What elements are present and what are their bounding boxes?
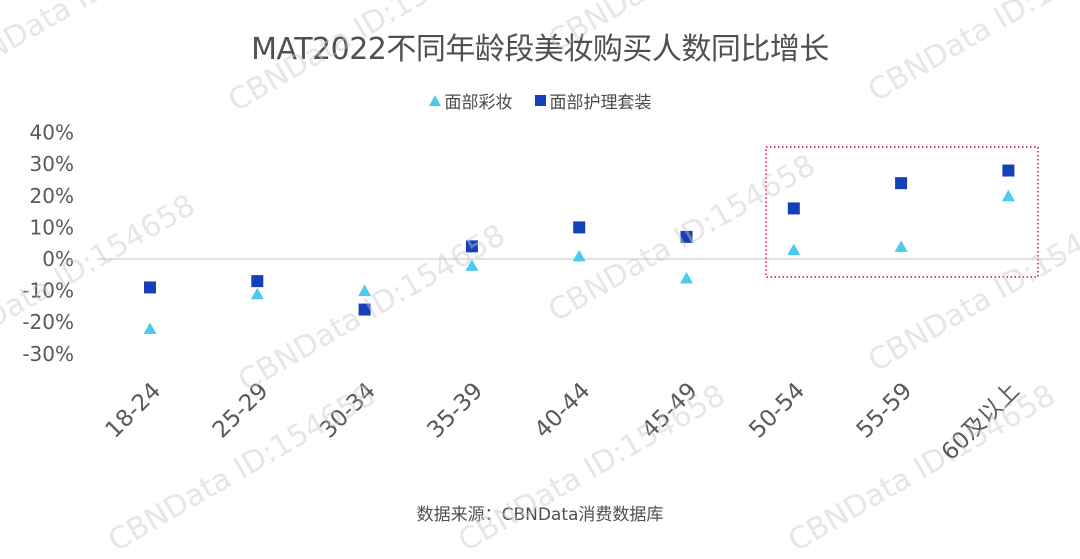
y-tick-label: 30%: [30, 152, 74, 176]
y-tick-label: 40%: [30, 121, 74, 145]
square-point: [466, 240, 478, 252]
square-point: [251, 275, 263, 287]
x-tick-label: 50-54: [744, 378, 810, 444]
x-tick-label: 35-39: [422, 378, 488, 444]
triangle-point: [465, 259, 478, 271]
triangle-point: [573, 250, 586, 262]
triangle-point: [895, 240, 908, 252]
triangle-point: [787, 244, 800, 256]
x-tick-label: 18-24: [101, 378, 167, 444]
y-tick-label: -10%: [22, 279, 74, 303]
x-axis: 18-24 25-29 30-34 35-39 40-44 45-49 50-54 55-59…: [101, 378, 1025, 466]
y-tick-label: -30%: [22, 342, 74, 366]
triangle-point: [1002, 190, 1015, 202]
y-tick-label: 0%: [42, 247, 74, 271]
data-source: 数据来源：CBNData消费数据库: [0, 500, 1080, 525]
square-point: [144, 281, 156, 293]
x-tick-label: 45-49: [637, 378, 703, 444]
x-tick-label: 55-59: [852, 378, 918, 444]
triangle-point: [144, 323, 157, 335]
square-point: [1002, 165, 1014, 177]
square-point: [788, 202, 800, 214]
x-tick-label: 40-44: [530, 378, 596, 444]
square-point: [895, 177, 907, 189]
square-point: [359, 304, 371, 316]
highlight-box: [766, 147, 1038, 277]
y-tick-label: 20%: [30, 184, 74, 208]
data-points: [144, 165, 1015, 334]
square-point: [681, 231, 693, 243]
square-point: [573, 221, 585, 233]
y-tick-label: -20%: [22, 310, 74, 334]
triangle-point: [251, 288, 264, 300]
x-tick-label: 30-34: [315, 378, 381, 444]
triangle-point: [680, 272, 693, 284]
y-tick-label: 10%: [30, 215, 74, 239]
y-axis: 40% 30% 20% 10% 0% -10% -20% -30%: [22, 121, 74, 366]
x-tick-label: 60及以上: [937, 378, 1025, 466]
x-tick-label: 25-29: [208, 378, 274, 444]
triangle-point: [358, 285, 371, 297]
